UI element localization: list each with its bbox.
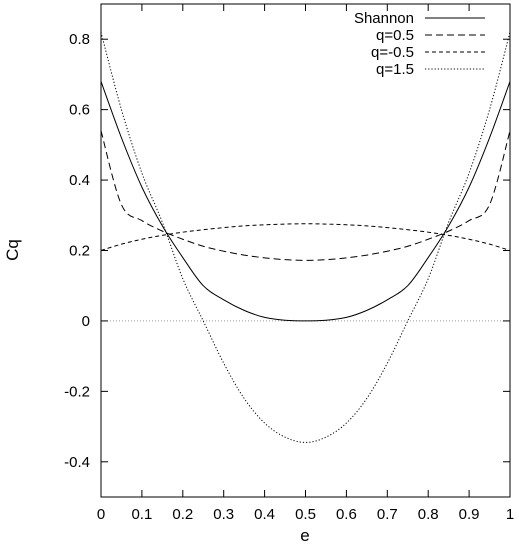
legend-label: q=0.5 — [376, 27, 414, 44]
y-axis-label: Cq — [3, 239, 22, 261]
legend-label: q=1.5 — [376, 61, 414, 78]
x-tick-label: 0.8 — [418, 506, 439, 523]
series-line-q-1-5 — [100, 32, 511, 443]
y-tick-label: 0.6 — [69, 102, 90, 119]
x-tick-label: 0.5 — [295, 506, 316, 523]
y-tick-label: -0.4 — [64, 454, 90, 471]
y-tick-label: 0.2 — [69, 243, 90, 260]
x-tick-label: 0.9 — [459, 506, 480, 523]
legend-label: q=-0.5 — [371, 44, 414, 61]
y-tick-label: -0.2 — [64, 383, 90, 400]
x-tick-label: 0.1 — [131, 506, 152, 523]
legend-label: Shannon — [354, 10, 414, 27]
plot-frame — [100, 3, 511, 498]
y-tick-label: 0.8 — [69, 31, 90, 48]
series-line-shannon — [100, 81, 511, 322]
x-tick-label: 0.3 — [213, 506, 234, 523]
series-line-q-0-5 — [100, 223, 511, 251]
x-tick-label: 0.4 — [254, 506, 275, 523]
series-line-q-0-5 — [100, 130, 511, 261]
x-tick-label: 1 — [506, 506, 514, 523]
ticks-layer: 0 0.1 0.2 0.3 0.4 0.5 0.6 0.7 0.8 0.9 1 -0.4 -0.2 0 0.… — [64, 4, 514, 523]
x-tick-label: 0 — [97, 506, 105, 523]
x-tick-label: 0.7 — [377, 506, 398, 523]
x-axis-label: e — [300, 526, 309, 545]
y-tick-label: 0.4 — [69, 172, 90, 189]
x-tick-label: 0.6 — [336, 506, 357, 523]
y-tick-label: 0 — [82, 313, 90, 330]
x-tick-label: 0.2 — [172, 506, 193, 523]
series-layer — [100, 32, 511, 443]
